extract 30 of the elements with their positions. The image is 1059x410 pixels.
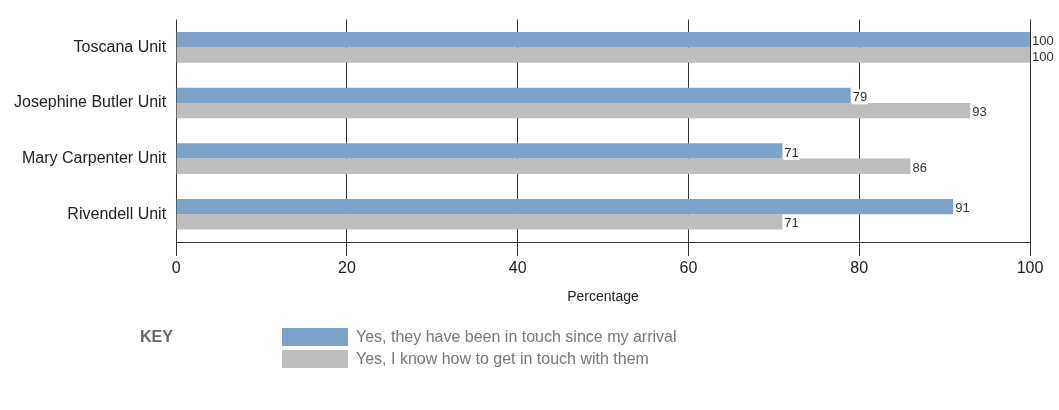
data-label: 71: [784, 215, 799, 231]
data-label: 71: [784, 144, 799, 160]
x-tick-label: 60: [679, 259, 698, 277]
bar: [176, 143, 783, 159]
bar: [176, 32, 1030, 48]
x-tick-label: 40: [508, 259, 527, 277]
bar: [176, 214, 783, 230]
bar: [176, 47, 1030, 63]
data-label: 79: [852, 88, 868, 104]
data-label: 86: [912, 159, 927, 175]
bar: [176, 198, 954, 215]
y-tick-label: Mary Carpenter Unit: [22, 149, 167, 167]
bar: [176, 103, 971, 119]
data-label: 91: [955, 200, 970, 216]
data-label: 100: [1032, 48, 1054, 64]
data-label: 100: [1032, 33, 1054, 49]
x-tick-label: 0: [171, 259, 181, 277]
x-tick-label: 20: [337, 259, 356, 277]
legend-label: Yes, they have been in touch since my arrival: [356, 328, 677, 346]
legend-title: KEY: [140, 328, 174, 346]
x-tick-label: 80: [850, 259, 869, 277]
y-tick-label: Josephine Butler Unit: [13, 93, 167, 111]
data-label: 93: [972, 104, 987, 120]
bar: [176, 87, 851, 103]
y-tick-label: Rivendell Unit: [67, 204, 167, 222]
legend-label: Yes, I know how to get in touch with them: [356, 350, 649, 368]
x-tick-label: 100: [1016, 259, 1044, 277]
bar: [176, 158, 911, 174]
y-tick-label: Toscana Unit: [73, 37, 167, 55]
x-axis-title: Percentage: [567, 288, 640, 305]
